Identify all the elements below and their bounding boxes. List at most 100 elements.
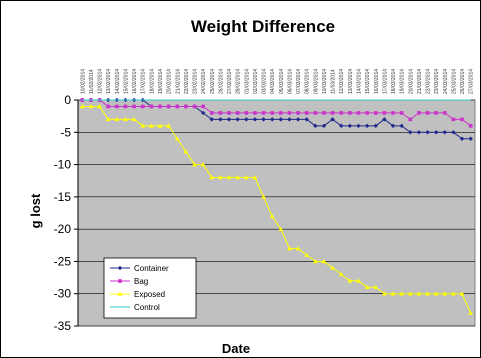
data-point — [200, 162, 206, 167]
data-point — [261, 117, 266, 122]
data-point — [209, 175, 215, 180]
x-tick-label: 23/03/2014 — [434, 69, 440, 94]
data-point — [244, 111, 249, 115]
data-point — [468, 310, 474, 315]
data-point — [425, 291, 430, 296]
x-tick-label: 12/03/2014 — [339, 69, 345, 94]
data-point — [321, 123, 327, 129]
x-tick-label: 06/03/2014 — [287, 69, 293, 94]
data-point — [330, 117, 335, 122]
data-point — [218, 111, 223, 115]
legend-label: Control — [134, 303, 160, 312]
data-point — [313, 123, 318, 129]
data-point — [373, 284, 379, 290]
x-tick-label: 16/02/2014 — [132, 69, 138, 94]
data-point — [381, 291, 387, 296]
data-point — [287, 117, 292, 122]
data-point — [149, 104, 154, 109]
x-tick-label: 24/02/2014 — [201, 69, 207, 94]
data-point — [330, 111, 335, 115]
data-point — [235, 175, 241, 180]
data-point — [442, 111, 447, 115]
x-tick-label: 20/02/2014 — [167, 69, 173, 94]
x-tick-label: 17/03/2014 — [382, 69, 388, 94]
data-point — [312, 259, 318, 264]
data-point — [373, 111, 378, 115]
data-point — [304, 111, 309, 115]
x-tick-label: 16/03/2014 — [374, 69, 380, 94]
data-point — [235, 117, 240, 122]
x-tick-label: 23/02/2014 — [193, 69, 199, 94]
series-line — [82, 99, 471, 140]
data-point — [296, 111, 300, 115]
y-tick-label: -25 — [54, 254, 72, 268]
x-tick-label: 22/02/2014 — [184, 69, 190, 94]
x-tick-label: 04/03/2014 — [270, 69, 276, 94]
legend-item: Bag — [110, 277, 148, 286]
data-point — [399, 291, 405, 296]
data-point — [140, 104, 145, 109]
data-point — [252, 175, 258, 180]
x-axis-title: Date — [222, 341, 250, 356]
data-point — [184, 104, 188, 109]
legend-marker — [118, 279, 122, 283]
legend-marker — [117, 265, 123, 271]
series-line — [82, 99, 471, 127]
data-point — [399, 111, 404, 115]
x-tick-label: 18/02/2014 — [149, 69, 155, 94]
x-tick-label: 12/02/2014 — [98, 69, 104, 94]
data-point — [278, 226, 284, 231]
data-point — [348, 111, 352, 115]
legend-label: Container — [134, 264, 169, 273]
data-point — [356, 123, 361, 129]
legend-label: Bag — [134, 277, 148, 286]
data-point — [80, 98, 85, 102]
legend: Container Bag Exposed Control — [103, 257, 197, 319]
data-point — [347, 278, 353, 283]
data-point — [460, 117, 464, 122]
data-point — [269, 117, 275, 122]
data-point — [278, 117, 284, 122]
data-point — [417, 111, 421, 115]
y-tick-label: -20 — [54, 222, 72, 236]
legend-item: Control — [110, 303, 160, 312]
x-tick-label: 05/03/2014 — [279, 69, 285, 94]
x-tick-label: 22/03/2014 — [426, 69, 432, 94]
x-tick-label: 19/03/2014 — [400, 69, 406, 94]
x-tick-label: 15/03/2014 — [365, 69, 371, 94]
data-point — [442, 130, 447, 135]
x-tick-label: 26/02/2014 — [218, 69, 224, 94]
x-tick-label: 27/03/2014 — [469, 69, 475, 94]
data-point — [468, 124, 473, 128]
x-tick-label: 24/03/2014 — [443, 69, 449, 94]
data-point — [140, 123, 146, 128]
data-point — [244, 117, 249, 122]
data-point — [226, 175, 232, 180]
data-point — [123, 104, 128, 109]
data-point — [279, 111, 283, 115]
data-point — [339, 123, 344, 129]
data-point — [132, 104, 136, 109]
x-tick-label: 09/03/2014 — [313, 69, 319, 94]
x-tick-label: 18/03/2014 — [391, 69, 397, 94]
data-point — [416, 130, 422, 135]
x-tick-label: 01/03/2014 — [244, 69, 250, 94]
data-point — [261, 111, 266, 115]
data-point — [201, 104, 205, 109]
data-point — [347, 123, 353, 129]
data-point — [322, 111, 326, 115]
series-container — [80, 97, 473, 141]
data-point — [468, 136, 473, 141]
x-tick-label: 10/03/2014 — [322, 69, 328, 94]
data-point — [356, 278, 361, 283]
y-tick-label: -5 — [60, 125, 71, 139]
data-point — [391, 111, 395, 115]
data-point — [287, 246, 292, 251]
data-point — [451, 291, 456, 296]
x-tick-label: 14/03/2014 — [356, 69, 362, 94]
x-tick-label: 26/03/2014 — [460, 69, 466, 94]
data-point — [183, 149, 189, 154]
data-point — [252, 117, 258, 122]
